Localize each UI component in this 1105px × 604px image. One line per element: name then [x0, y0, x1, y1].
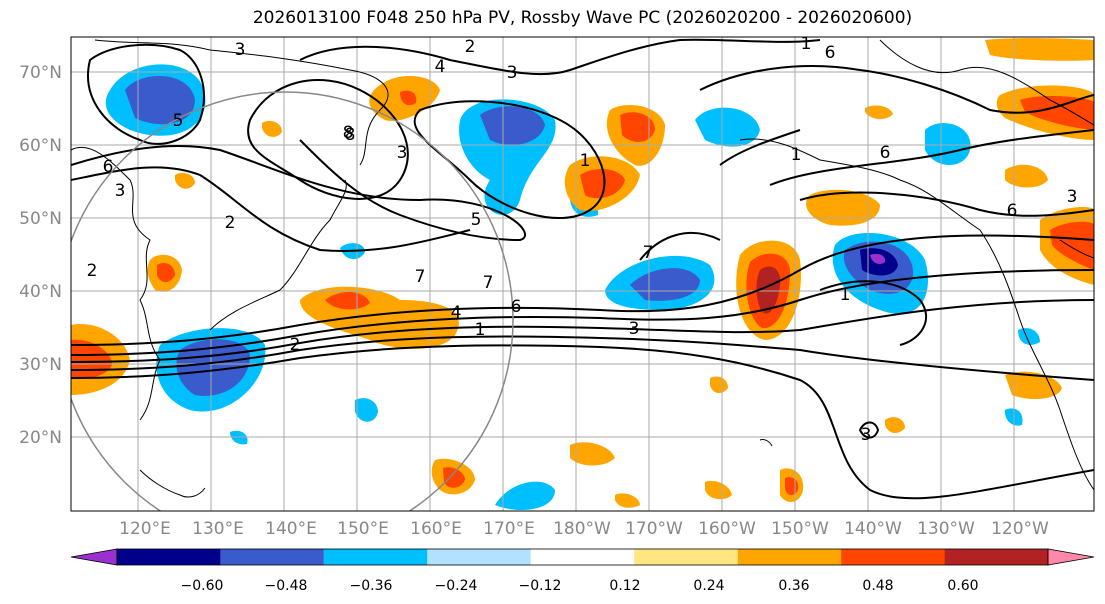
grid-lines — [71, 37, 1094, 511]
lon-label: 150°E — [337, 519, 389, 539]
colorbar-frame — [116, 548, 1049, 566]
lon-label: 170°W — [625, 519, 683, 539]
contour-label: 2 — [465, 37, 476, 57]
lat-label: 20°N — [19, 428, 62, 448]
lat-label: 50°N — [19, 209, 62, 229]
contour-label: 3 — [507, 63, 518, 83]
contour-label: 3 — [1067, 187, 1078, 207]
colorbar-tick-label: −0.36 — [350, 578, 393, 594]
latitude-labels: 70°N 60°N 50°N 40°N 30°N 20°N — [19, 63, 62, 448]
lon-label: 130°E — [192, 519, 244, 539]
contour-label: 5 — [471, 210, 482, 230]
colorbar-segment — [1047, 548, 1095, 566]
contour-label: 7 — [415, 267, 426, 287]
colorbar-segment — [944, 549, 1048, 565]
lon-label: 140°E — [265, 519, 317, 539]
pv-anomaly-shading — [71, 38, 1094, 510]
colorbar-tick-label: −0.60 — [181, 578, 224, 594]
longitude-labels: 120°E 130°E 140°E 150°E 160°E 170°E 180°… — [119, 519, 1049, 539]
contour-label: 1 — [801, 34, 812, 54]
contour-label: 1 — [580, 151, 591, 171]
lon-label: 170°E — [483, 519, 535, 539]
contour-label: 6 — [511, 297, 522, 317]
contour-label: 5 — [173, 111, 184, 131]
contour-label: 1 — [840, 285, 851, 305]
colorbar-tick-label: −0.48 — [265, 578, 308, 594]
lon-label: 180°W — [553, 519, 611, 539]
colorbar-segment — [737, 549, 842, 565]
contour-label: 6 — [103, 157, 114, 177]
colorbar-segment — [220, 549, 324, 565]
lon-label: 160°E — [410, 519, 462, 539]
colorbar-segment — [634, 549, 738, 565]
colorbar-tick-label: 0.60 — [947, 578, 978, 594]
contour-label: 8 — [345, 125, 356, 145]
contour-label: 2 — [87, 261, 98, 281]
contour-label: 7 — [643, 243, 654, 263]
contour-label: 6 — [1007, 201, 1018, 221]
lat-label: 40°N — [19, 282, 62, 302]
lon-label: 160°W — [698, 519, 756, 539]
contour-label: 6 — [825, 43, 836, 63]
lon-label: 150°W — [771, 519, 829, 539]
contour-label: 1 — [791, 145, 802, 165]
contour-label: 3 — [861, 425, 872, 445]
colorbar — [70, 548, 1095, 566]
lon-label: 140°W — [844, 519, 902, 539]
colorbar-tick-labels: −0.60 −0.48 −0.36 −0.24 −0.12 0.12 0.24 … — [181, 578, 979, 594]
colorbar-tick-label: 0.36 — [778, 578, 809, 594]
contour-label: 3 — [115, 181, 126, 201]
contour-label: 3 — [629, 319, 640, 339]
contour-label: 7 — [483, 273, 494, 293]
contour-label: 2 — [225, 213, 236, 233]
colorbar-tick-label: −0.12 — [519, 578, 562, 594]
contour-label: 2 — [290, 335, 301, 355]
lon-label: 120°W — [991, 519, 1049, 539]
colorbar-segment — [323, 549, 428, 565]
pv-contours — [71, 38, 1094, 500]
contour-label: 8 — [343, 123, 354, 143]
colorbar-segment — [530, 549, 635, 565]
colorbar-tick-label: −0.24 — [435, 578, 478, 594]
colorbar-segment — [427, 549, 531, 565]
contour-label: 4 — [435, 57, 446, 77]
lon-label: 130°W — [917, 519, 975, 539]
contour-label: 1 — [475, 320, 486, 340]
lat-label: 70°N — [19, 63, 62, 83]
contour-label: 6 — [880, 143, 891, 163]
colorbar-segment — [117, 549, 221, 565]
colorbar-tick-label: 0.48 — [862, 578, 893, 594]
lon-label: 120°E — [119, 519, 171, 539]
coastlines — [71, 39, 1094, 498]
highlight-circle — [71, 91, 514, 511]
chart-title: 2026013100 F048 250 hPa PV, Rossby Wave … — [252, 8, 913, 28]
contour-label: 3 — [397, 143, 408, 163]
contour-label: 3 — [235, 40, 246, 60]
colorbar-segment — [70, 548, 118, 566]
colorbar-segment — [841, 549, 945, 565]
colorbar-tick-label: 0.24 — [693, 578, 724, 594]
colorbar-tick-label: 0.12 — [609, 578, 640, 594]
lat-label: 30°N — [19, 355, 62, 375]
lat-label: 60°N — [19, 136, 62, 156]
map-frame — [70, 36, 1095, 512]
contour-label: 4 — [451, 303, 462, 323]
